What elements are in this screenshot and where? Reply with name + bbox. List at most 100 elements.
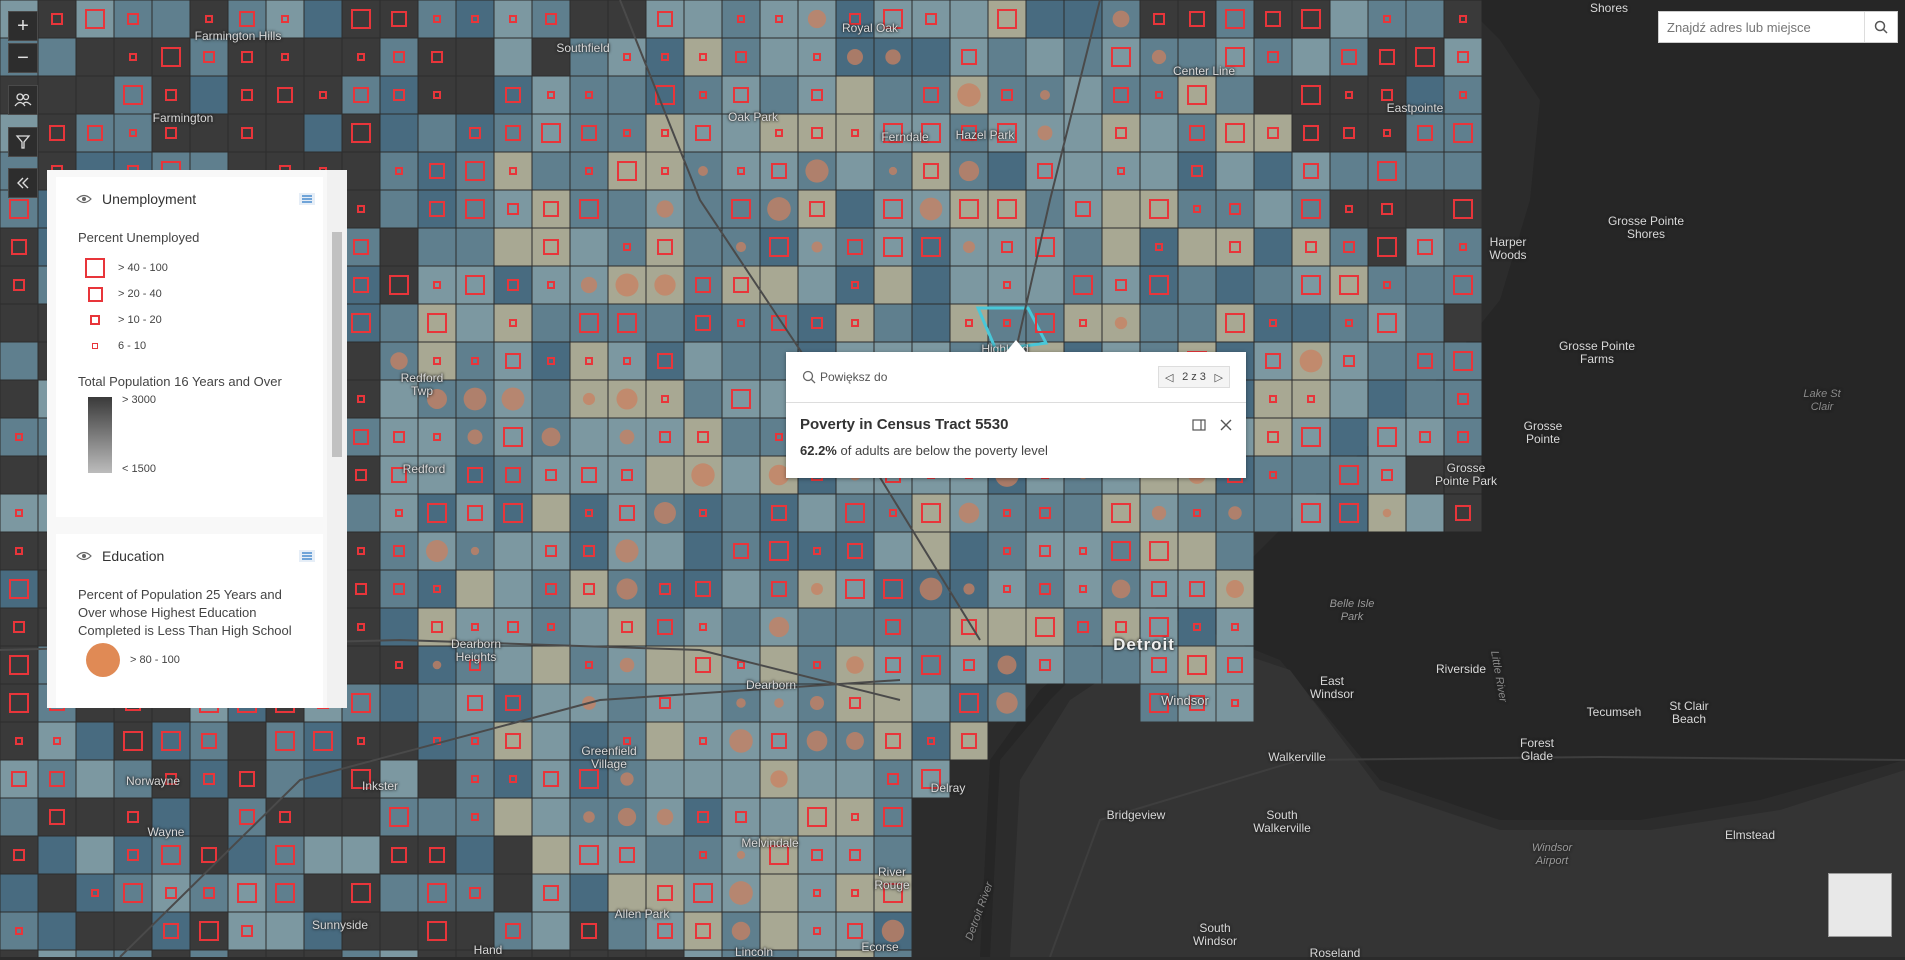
- census-tract: [798, 190, 836, 228]
- unemployment-square: [357, 53, 365, 61]
- place-river-rouge: River Rouge: [874, 865, 910, 892]
- census-tract: [228, 798, 266, 836]
- census-tract: [1292, 266, 1330, 304]
- eye-icon[interactable]: [76, 194, 92, 204]
- education-circle: [807, 9, 827, 29]
- unemployment-square: [581, 923, 597, 939]
- unemployment-square: [883, 123, 903, 143]
- legend-scroll-thumb[interactable]: [332, 232, 342, 457]
- census-tract: [1330, 190, 1368, 228]
- census-tract: [1178, 532, 1216, 570]
- census-tract: [0, 950, 38, 957]
- place-grosse-pointe-shores: Grosse Pointe Shores: [1607, 214, 1685, 241]
- overview-map[interactable]: [1828, 873, 1892, 937]
- census-tract: [950, 722, 988, 760]
- census-tract: [874, 266, 912, 304]
- census-tract: [532, 304, 570, 342]
- unemployment-square: [1383, 15, 1391, 23]
- layers-button[interactable]: [8, 85, 38, 115]
- census-tract: [1102, 38, 1140, 76]
- eye-icon[interactable]: [76, 551, 92, 561]
- unemployment-square: [775, 433, 783, 441]
- census-tract: [1254, 152, 1292, 190]
- unemployment-square: [959, 693, 979, 713]
- census-tract: [1368, 228, 1406, 266]
- unemployment-square: [507, 203, 519, 215]
- census-tract: [380, 76, 418, 114]
- chevron-left-icon[interactable]: ◁: [1165, 371, 1174, 384]
- search-button[interactable]: [1864, 12, 1897, 42]
- unemployment-square: [509, 167, 517, 175]
- list-menu-icon[interactable]: [299, 193, 315, 205]
- census-tract: [646, 228, 684, 266]
- unemployment-square: [13, 849, 25, 861]
- unemployment-square: [1039, 545, 1051, 557]
- unemployment-square: [921, 123, 941, 143]
- unemployment-square: [813, 661, 821, 669]
- census-tract: [1254, 114, 1292, 152]
- education-circle: [583, 811, 595, 823]
- census-tract: [0, 874, 38, 912]
- unemployment-square: [695, 277, 711, 293]
- census-tract: [608, 950, 646, 957]
- census-tract: [266, 798, 304, 836]
- census-tract: [684, 304, 722, 342]
- unemployment-square: [241, 127, 253, 139]
- census-tract: [836, 798, 874, 836]
- census-tract: [380, 646, 418, 684]
- education-circle: [811, 583, 823, 595]
- place-grosse-pointe-park: Grosse Pointe Park: [1434, 461, 1498, 488]
- collapse-legend-button[interactable]: [8, 168, 38, 198]
- list-menu-icon[interactable]: [299, 550, 315, 562]
- census-tract: [0, 570, 38, 608]
- unemployment-square: [11, 239, 27, 255]
- census-tract: [456, 570, 494, 608]
- unemployment-square: [91, 889, 99, 897]
- dock-icon[interactable]: [1192, 418, 1206, 431]
- unemployment-square: [697, 811, 709, 823]
- filter-button[interactable]: [8, 127, 38, 157]
- census-tract: [1292, 456, 1330, 494]
- unemployment-square: [429, 163, 445, 179]
- place-bridgeview: Bridgeview: [1106, 808, 1166, 822]
- census-tract: [342, 0, 380, 38]
- census-tract: [1216, 38, 1254, 76]
- unemployment-square: [733, 277, 749, 293]
- census-tract: [684, 494, 722, 532]
- census-tract: [1406, 152, 1444, 190]
- unemployment-square: [1269, 395, 1277, 403]
- unemployment-square: [1193, 509, 1201, 517]
- unemployment-square: [883, 237, 903, 257]
- unemployment-square: [813, 547, 821, 555]
- zoom-in-button[interactable]: +: [8, 11, 38, 41]
- unemployment-square: [429, 201, 445, 217]
- census-tract: [494, 0, 532, 38]
- unemployment-square: [15, 433, 23, 441]
- chevron-right-icon[interactable]: ▷: [1214, 371, 1223, 384]
- census-tract: [1216, 646, 1254, 684]
- census-tract: [1064, 532, 1102, 570]
- census-tract: [950, 684, 988, 722]
- unemployment-square: [1225, 9, 1245, 29]
- zoom-to-link[interactable]: Powiększ do: [802, 370, 887, 384]
- census-tract: [912, 266, 950, 304]
- education-circle: [615, 539, 639, 563]
- census-tract: [988, 570, 1026, 608]
- unemployment-square: [659, 697, 671, 709]
- census-tract: [0, 798, 38, 836]
- census-tract: [532, 38, 570, 76]
- search-input[interactable]: [1659, 12, 1864, 42]
- census-tract: [798, 798, 836, 836]
- zoom-out-button[interactable]: −: [8, 43, 38, 73]
- unemployment-square: [811, 849, 823, 861]
- census-tract: [1178, 684, 1216, 722]
- unemployment-square: [1189, 581, 1205, 597]
- census-tract: [684, 798, 722, 836]
- unemployment-square: [1301, 503, 1321, 523]
- census-tract: [418, 570, 456, 608]
- census-tract: [836, 608, 874, 646]
- close-icon[interactable]: [1220, 419, 1232, 431]
- unemployment-square: [241, 51, 253, 63]
- census-tract: [1064, 494, 1102, 532]
